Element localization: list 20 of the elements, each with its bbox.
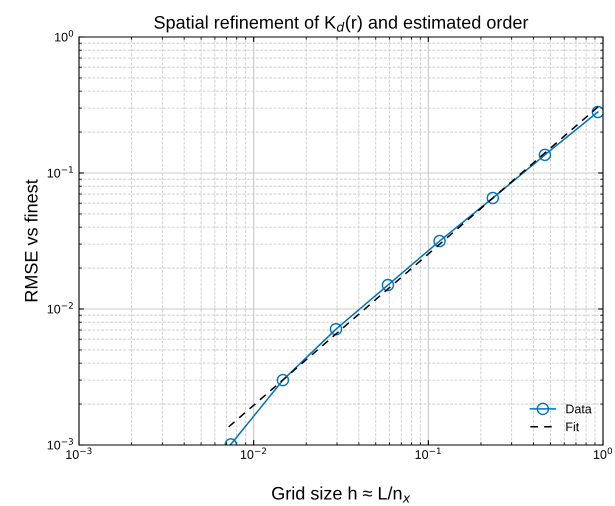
point (433, 234, 446, 248)
point (592, 106, 603, 118)
x-tick-label: 10$^{−1}$ (416, 448, 441, 459)
legend-label: Fit (566, 422, 580, 432)
point (382, 278, 394, 292)
x-tick-label: 10$^{0}$ (594, 448, 612, 459)
y-axis-title: RMSE vs finest (24, 179, 38, 302)
y-tick-label: 10$^{0}$ (55, 30, 74, 42)
chart-title: Spatial refinement of K$_{d}$(r) and estimated order (154, 15, 528, 32)
x-tick-label: 10$^{−2}$ (240, 448, 266, 459)
legend-label: Data (566, 404, 592, 414)
point (486, 192, 500, 204)
point (330, 322, 342, 336)
y-tick-label: 10$^{−3}$ (48, 438, 73, 450)
point (538, 148, 552, 162)
x-axis-title: Grid size h ≈ L/n$_{x}$ (272, 486, 410, 502)
point (276, 374, 290, 386)
x-tick-label: 10$^{−3}$ (66, 448, 92, 459)
y-tick-label: 10$^{−2}$ (48, 302, 73, 314)
y-tick-label: 10$^{−1}$ (48, 166, 73, 178)
